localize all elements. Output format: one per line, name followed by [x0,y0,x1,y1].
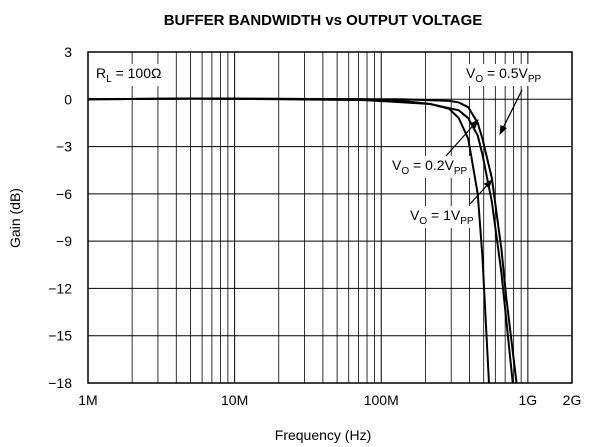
arrow [469,179,493,205]
arrow [445,119,479,157]
subscript: PP [460,216,474,227]
x-tick-label: 1M [78,392,97,408]
x-tick-label: 1G [519,392,538,408]
y-tick-label: −6 [56,186,72,202]
series-label: VO = 1VPP [410,207,474,227]
text-part: = 100Ω [112,65,162,81]
x-tick-label: 2G [563,392,582,408]
text-part: R [96,65,106,81]
subscript: PP [454,166,468,177]
y-tick-label: −18 [48,375,72,391]
text-part: V [410,207,420,223]
plot-area [87,51,573,384]
label-box [389,156,471,178]
arrow [499,89,523,136]
chart-title: BUFFER BANDWIDTH vs OUTPUT VOLTAGE [164,12,483,29]
label-box [407,206,477,228]
subscript: O [475,74,483,85]
subscript: O [419,216,427,227]
subscript: PP [528,74,542,85]
x-tick-label: 100M [364,392,399,408]
x-tick-label: 10M [221,392,248,408]
y-tick-label: 0 [64,91,72,107]
y-tick-label: 3 [64,44,72,60]
y-tick-label: −12 [48,280,72,296]
y-axis-label: Gain (dB) [7,188,23,248]
series-line [87,97,518,384]
x-axis-label: Frequency (Hz) [275,427,371,443]
text-part: = 0.2V [409,157,454,173]
series-label: VO = 0.5VPP [466,65,542,85]
text-part: = 0.5V [483,65,528,81]
label-box [92,64,166,86]
text-part: V [392,157,402,173]
series-label: VO = 0.2VPP [392,157,468,177]
text-part: = 1V [427,207,461,223]
y-tick-label: −15 [48,328,72,344]
subscript: O [401,166,409,177]
y-tick-label: −3 [56,139,72,155]
annotation: RL = 100Ω [96,65,161,85]
label-box [463,64,545,86]
y-tick-label: −9 [56,233,72,249]
subscript: L [106,74,112,85]
text-part: V [466,65,476,81]
